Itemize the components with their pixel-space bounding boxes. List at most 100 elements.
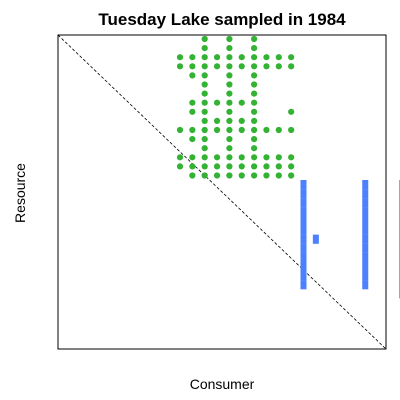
green-point-r16-c12 bbox=[239, 172, 245, 178]
green-point-r15-c11 bbox=[226, 163, 232, 169]
green-point-r14-c15 bbox=[276, 154, 282, 160]
green-point-r13-c11 bbox=[226, 145, 232, 151]
green-point-r16-c11 bbox=[226, 172, 232, 178]
blue-point-r28-c17 bbox=[301, 280, 307, 289]
green-point-r15-c12 bbox=[239, 163, 245, 169]
green-point-r14-c8 bbox=[189, 154, 195, 160]
chart-marks bbox=[177, 36, 400, 316]
green-point-r11-c12 bbox=[239, 127, 245, 133]
green-point-r13-c9 bbox=[202, 145, 208, 151]
green-point-r6-c11 bbox=[226, 81, 232, 87]
green-point-r10-c12 bbox=[239, 118, 245, 124]
blue-point-r17-c17 bbox=[301, 180, 307, 189]
green-point-r2-c11 bbox=[226, 45, 232, 51]
blue-point-r19-c17 bbox=[301, 198, 307, 207]
green-point-r12-c13 bbox=[251, 136, 257, 142]
green-point-r10-c10 bbox=[214, 118, 220, 124]
green-point-r8-c12 bbox=[239, 100, 245, 106]
blue-point-r20-c22 bbox=[362, 207, 368, 216]
green-point-r3-c12 bbox=[239, 54, 245, 60]
blue-point-r27-c22 bbox=[362, 271, 368, 280]
x-axis-label: Consumer bbox=[190, 376, 255, 392]
green-point-r15-c13 bbox=[251, 163, 257, 169]
blue-point-r22-c17 bbox=[301, 226, 307, 235]
green-point-r12-c11 bbox=[226, 136, 232, 142]
green-point-r4-c8 bbox=[189, 63, 195, 69]
green-point-r15-c9 bbox=[202, 163, 208, 169]
green-point-r10-c11 bbox=[226, 118, 232, 124]
green-point-r11-c11 bbox=[226, 127, 232, 133]
green-point-r4-c16 bbox=[288, 63, 294, 69]
green-point-r9-c11 bbox=[226, 109, 232, 115]
green-point-r5-c8 bbox=[189, 72, 195, 78]
green-point-r8-c8 bbox=[189, 100, 195, 106]
green-point-r10-c9 bbox=[202, 118, 208, 124]
green-point-r6-c9 bbox=[202, 81, 208, 87]
green-point-r1-c13 bbox=[251, 36, 257, 42]
green-point-r2-c9 bbox=[202, 45, 208, 51]
green-point-r12-c8 bbox=[189, 136, 195, 142]
green-point-r15-c8 bbox=[189, 163, 195, 169]
blue-point-r24-c17 bbox=[301, 244, 307, 253]
blue-point-r26-c22 bbox=[362, 262, 368, 271]
blue-point-r22-c22 bbox=[362, 226, 368, 235]
green-point-r12-c9 bbox=[202, 136, 208, 142]
green-point-r14-c7 bbox=[177, 154, 183, 160]
green-point-r3-c10 bbox=[214, 54, 220, 60]
green-point-r14-c12 bbox=[239, 154, 245, 160]
green-point-r16-c9 bbox=[202, 172, 208, 178]
green-point-r14-c13 bbox=[251, 154, 257, 160]
green-point-r16-c14 bbox=[263, 172, 269, 178]
blue-point-r25-c22 bbox=[362, 253, 368, 262]
green-point-r5-c9 bbox=[202, 72, 208, 78]
green-point-r8-c11 bbox=[226, 100, 232, 106]
green-point-r14-c10 bbox=[214, 154, 220, 160]
blue-point-r23-c18 bbox=[313, 235, 319, 244]
green-point-r11-c14 bbox=[263, 127, 269, 133]
green-point-r7-c9 bbox=[202, 91, 208, 97]
green-point-r3-c13 bbox=[251, 54, 257, 60]
green-point-r4-c12 bbox=[239, 63, 245, 69]
blue-point-r25-c17 bbox=[301, 253, 307, 262]
green-point-r9-c16 bbox=[288, 109, 294, 115]
green-point-r8-c13 bbox=[251, 100, 257, 106]
green-point-r13-c13 bbox=[251, 145, 257, 151]
blue-point-r23-c22 bbox=[362, 235, 368, 244]
blue-point-r21-c17 bbox=[301, 216, 307, 225]
green-point-r16-c8 bbox=[189, 172, 195, 178]
blue-point-r17-c22 bbox=[362, 180, 368, 189]
green-point-r9-c13 bbox=[251, 109, 257, 115]
green-point-r11-c8 bbox=[189, 127, 195, 133]
green-point-r3-c15 bbox=[276, 54, 282, 60]
green-point-r7-c11 bbox=[226, 91, 232, 97]
green-point-r4-c10 bbox=[214, 63, 220, 69]
green-point-r14-c9 bbox=[202, 154, 208, 160]
green-point-r3-c7 bbox=[177, 54, 183, 60]
green-point-r11-c10 bbox=[214, 127, 220, 133]
green-point-r5-c11 bbox=[226, 72, 232, 78]
green-point-r1-c9 bbox=[202, 36, 208, 42]
diagonal-line bbox=[58, 35, 386, 349]
green-point-r14-c16 bbox=[288, 154, 294, 160]
green-point-r3-c9 bbox=[202, 54, 208, 60]
blue-point-r20-c17 bbox=[301, 207, 307, 216]
blue-point-r19-c22 bbox=[362, 198, 368, 207]
green-point-r8-c10 bbox=[214, 100, 220, 106]
green-point-r4-c15 bbox=[276, 63, 282, 69]
green-point-r4-c9 bbox=[202, 63, 208, 69]
green-point-r14-c11 bbox=[226, 154, 232, 160]
green-point-r16-c15 bbox=[276, 172, 282, 178]
green-point-r9-c9 bbox=[202, 109, 208, 115]
green-point-r11-c9 bbox=[202, 127, 208, 133]
green-point-r9-c8 bbox=[189, 109, 195, 115]
green-point-r3-c11 bbox=[226, 54, 232, 60]
green-point-r4-c13 bbox=[251, 63, 257, 69]
green-point-r15-c7 bbox=[177, 163, 183, 169]
green-point-r3-c14 bbox=[263, 54, 269, 60]
green-point-r4-c7 bbox=[177, 63, 183, 69]
green-point-r14-c14 bbox=[263, 154, 269, 160]
green-point-r16-c10 bbox=[214, 172, 220, 178]
chart-title: Tuesday Lake sampled in 1984 bbox=[98, 10, 346, 29]
green-point-r15-c16 bbox=[288, 163, 294, 169]
